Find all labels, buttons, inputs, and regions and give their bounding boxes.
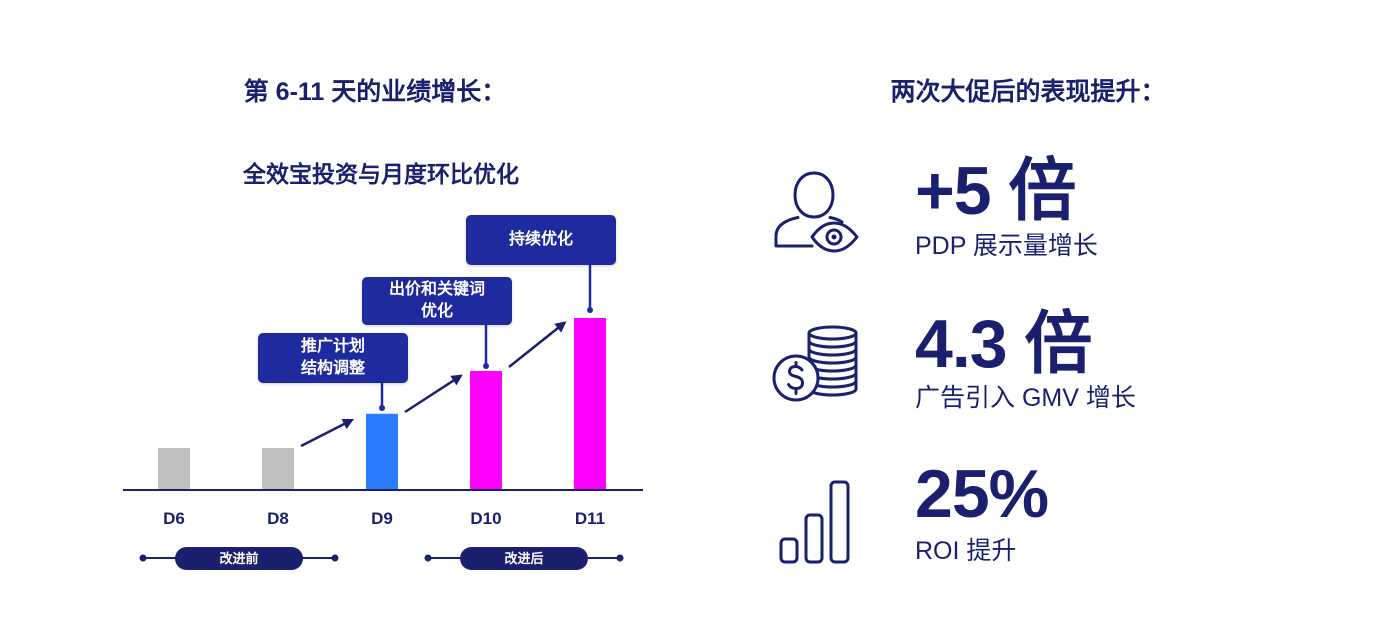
callout-bid-keyword-optimization: 出价和关键词 优化 [362, 277, 512, 325]
right-panel-title: 两次大促后的表现提升： [890, 78, 1166, 106]
x-tick-label: D11 [575, 509, 605, 528]
left-panel-title: 第 6-11 天的业绩增长： [243, 78, 507, 106]
x-tick-label: D8 [267, 509, 289, 528]
bar-d8 [262, 447, 294, 489]
chart-title: 全效宝投资与月度环比优化 [243, 161, 519, 187]
stat-label-pdp: PDP 展示量增长 [915, 232, 1098, 260]
group-bracket-dot [139, 554, 147, 562]
trend-arrow [404, 374, 463, 414]
x-tick-label: D6 [163, 509, 185, 528]
person-eye-icon [774, 171, 859, 253]
callout-line: 结构调整 [300, 360, 365, 377]
callout-pointer-dot [483, 363, 489, 369]
group-bracket-dot [424, 554, 432, 562]
stat-value-roi: 25% [915, 456, 1049, 532]
bar-chart-icon [779, 480, 850, 564]
bar-d6 [158, 447, 190, 489]
bar-d10 [470, 371, 502, 489]
trend-arrow [300, 418, 355, 448]
group-bracket-dot [331, 554, 339, 562]
trend-arrow [508, 321, 567, 368]
bars-layer [158, 318, 606, 489]
callout-line: 持续优化 [508, 231, 573, 248]
stat-value-gmv: 4.3 倍 [915, 306, 1092, 382]
x-tick-label: D9 [371, 509, 393, 528]
callout-line: 出价和关键词 [388, 281, 485, 298]
x-tick-label: D10 [470, 509, 501, 528]
callout-pointer-dot [379, 405, 385, 411]
coins-dollar-icon [772, 325, 858, 402]
stat-label-roi: ROI 提升 [915, 537, 1017, 565]
stat-value-pdp: +5 倍 [915, 153, 1076, 229]
callout-line: 推广计划 [300, 338, 365, 355]
group-bracket-dot [616, 554, 624, 562]
bar-d9 [366, 413, 398, 489]
stat-label-gmv: 广告引入 GMV 增长 [915, 384, 1136, 412]
bar-d11 [574, 318, 606, 489]
group-label-after: 改进后 [460, 547, 588, 570]
callout-structure-adjustment: 推广计划 结构调整 [258, 333, 408, 383]
callout-line: 优化 [420, 303, 453, 320]
group-label-before: 改进前 [175, 547, 303, 570]
x-tick-labels: D6 D8 D9 D10 D11 [163, 509, 605, 528]
bar-chart: D6 D8 D9 D10 D11 [123, 265, 643, 562]
callout-continuous-optimization: 持续优化 [466, 215, 616, 265]
callout-pointer-dot [587, 307, 593, 313]
